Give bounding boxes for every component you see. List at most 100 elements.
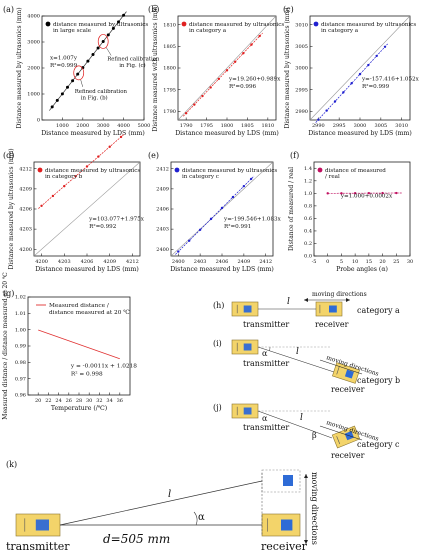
legend-label-line2: in category a	[189, 28, 227, 34]
fit-line	[182, 32, 263, 117]
x-axis-label: Distance measured by LDS (mm)	[35, 266, 139, 273]
equation-line2: R²=0.999	[50, 62, 78, 69]
x-tick-label: 26	[66, 398, 72, 404]
transmitter-label: transmitter	[6, 540, 70, 550]
data-point	[242, 184, 246, 188]
transmitter-label: transmitter	[243, 359, 289, 368]
x-tick-label: 1805	[241, 123, 254, 129]
y-tick-label: 4203	[19, 227, 32, 233]
x-tick-label: 10	[352, 259, 358, 265]
length-label: l	[300, 413, 303, 423]
x-tick-label: 1000	[56, 123, 69, 129]
legend-marker	[317, 167, 323, 173]
x-tick-label: 2406	[216, 259, 229, 265]
equation-line1: y=-157.416+1.052x	[361, 76, 420, 82]
data-point	[333, 100, 337, 103]
panel-tag: (h)	[213, 301, 224, 310]
alpha-label: α	[262, 349, 268, 358]
y-tick-label: 0.0	[304, 254, 312, 260]
x-tick-label: 4200	[35, 259, 48, 265]
chart-panel-e: 2400 2403 2406 2409 2412 2400 2403 2406 2409 2412…	[148, 151, 282, 273]
y-tick-label: 4206	[19, 207, 32, 213]
x-tick-label: 24	[55, 398, 61, 404]
length-label: l	[296, 347, 299, 357]
y-tick-label: 1.02	[15, 295, 26, 301]
reference-diagonal	[309, 15, 411, 121]
annotation-b-line1: Refined calibration	[75, 89, 128, 95]
equation-line2: R²=0.996	[229, 83, 257, 90]
reference-diagonal	[177, 15, 277, 121]
x-tick-label: 1810	[261, 123, 274, 129]
data-point	[358, 72, 362, 76]
data-point	[233, 60, 237, 63]
refine-ellipse-c	[97, 34, 109, 49]
data-point	[249, 177, 253, 181]
x-axis-label: Probe angles (α)	[336, 266, 388, 273]
data-point	[381, 191, 384, 195]
equation-line2: R²=0.991	[224, 223, 251, 230]
y-tick-label: 4000	[27, 14, 40, 20]
receiver-device	[332, 362, 360, 384]
angle-arc	[193, 511, 198, 526]
plot-frame	[313, 161, 411, 257]
legend-marker	[313, 21, 319, 27]
receiver-label: receiver	[331, 451, 365, 460]
x-tick-label: 4203	[58, 259, 71, 265]
x-tick-label: 3000	[354, 123, 367, 129]
y-axis-label: Distance measured with ultrasonics (mm)	[152, 4, 159, 131]
data-point	[209, 86, 212, 89]
data-point	[258, 34, 261, 38]
data-point	[122, 13, 126, 17]
data-point	[367, 191, 371, 195]
receiver-sensor	[336, 436, 341, 445]
legend-label-line1: distance measured by ultrasonics	[321, 22, 416, 28]
y-tick-label: 1.00	[15, 327, 26, 333]
distance-label: d=505 mm	[103, 532, 170, 546]
category-label: category c	[357, 440, 400, 449]
alpha-label: α	[198, 512, 205, 523]
x-tick-label: 30	[86, 398, 92, 404]
data-point	[50, 105, 54, 109]
length-label: l	[168, 489, 171, 500]
moving-arrow	[319, 425, 363, 441]
receiver-chip	[281, 519, 293, 531]
legend-label-line2: in category b	[45, 174, 83, 180]
y-tick-label: 1795	[163, 87, 176, 93]
diagram-h: (h) l moving directions transmitter receiver…	[213, 291, 400, 329]
y-tick-label: 1.4	[304, 166, 312, 172]
transmitter-chip	[243, 305, 252, 313]
data-point	[340, 192, 343, 195]
x-tick-label: 2995	[333, 123, 346, 129]
y-axis-label: Distance measured by ultrasonics (mm)	[284, 7, 291, 128]
chart-panel-a: 1000 2000 3000 4000 500001000200030004000Dis…	[3, 5, 160, 137]
x-tick-label: 3005	[374, 123, 387, 129]
data-point	[81, 66, 85, 70]
x-tick-label: 2403	[194, 259, 207, 265]
data-point	[40, 204, 43, 207]
distance-line	[257, 346, 335, 373]
data-point	[55, 98, 59, 102]
annotation-c-line1: Refined calibration	[107, 56, 160, 62]
panel-tag: (j)	[213, 403, 222, 412]
y-tick-label: 4200	[19, 247, 32, 253]
legend-marker	[181, 21, 187, 27]
receiver-ghost	[261, 469, 301, 493]
data-point	[108, 145, 111, 148]
y-tick-label: 1.0	[304, 191, 312, 197]
moving-label: moving directions	[310, 472, 319, 545]
data-point	[97, 155, 100, 158]
data-point	[317, 118, 320, 121]
data-point	[91, 53, 95, 57]
data-point	[395, 191, 398, 195]
y-tick-label: 3000	[295, 66, 308, 72]
category-label: category a	[357, 306, 400, 315]
x-tick-label: 32	[96, 398, 102, 404]
x-tick-label: 4209	[103, 259, 116, 265]
chart-panel-b: 1790 1795 1800 1805 1810 1790 1795 1800 1805 1810…	[148, 4, 284, 137]
fit-line	[315, 43, 388, 123]
moving-arrow	[319, 359, 363, 375]
y-tick-label: 1000	[27, 92, 40, 98]
transmitter-device	[231, 403, 259, 419]
